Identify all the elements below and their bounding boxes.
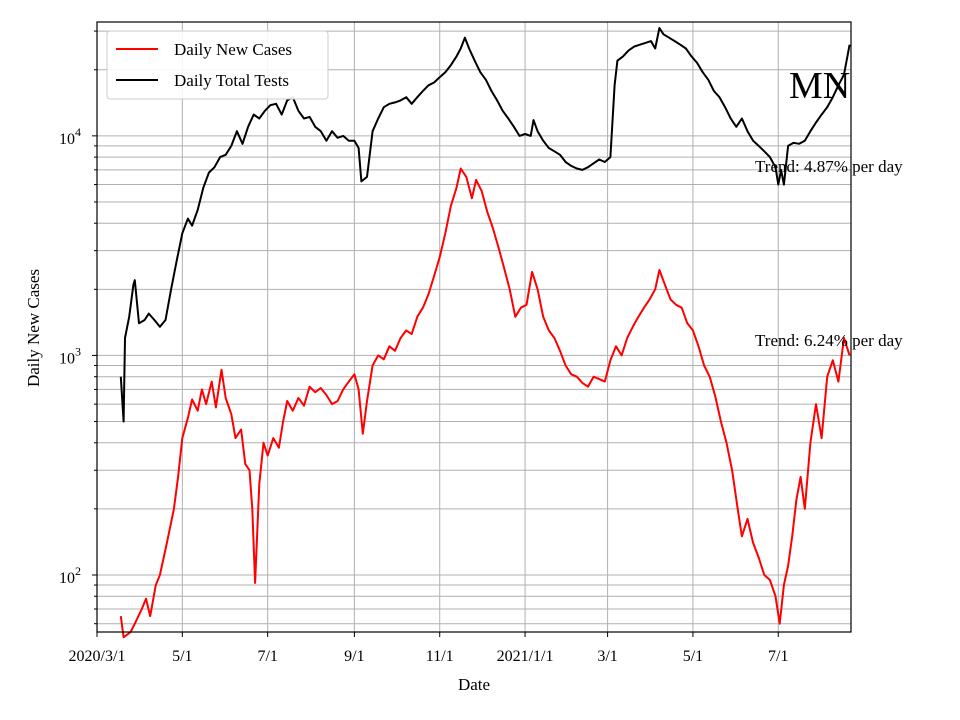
y-tick-label: 104 — [59, 125, 81, 148]
x-axis-label: Date — [458, 675, 490, 694]
series-layer — [119, 27, 851, 639]
x-tick-label: 7/1 — [768, 648, 788, 665]
y-tick-label: 102 — [59, 564, 81, 587]
legend-label-tests: Daily Total Tests — [174, 71, 289, 90]
grid-layer — [96, 22, 851, 632]
series-line-daily-total-tests — [119, 27, 851, 423]
tick-layer: 2020/3/1 5/1 7/1 9/1 11/1 2021/1/1 3/1 5/1 7/1 10… — [59, 30, 788, 665]
x-tick-label: 2020/3/1 — [69, 648, 126, 665]
x-tick-label: 5/1 — [172, 648, 192, 665]
y-axis-label: Daily New Cases — [24, 269, 43, 387]
x-tick-label: 11/1 — [426, 648, 454, 665]
x-tick-label: 9/1 — [344, 648, 364, 665]
series-line-daily-new-cases — [119, 167, 851, 639]
legend-label-cases: Daily New Cases — [174, 40, 292, 59]
x-tick-label: 2021/1/1 — [497, 648, 554, 665]
x-tick-label: 7/1 — [257, 648, 277, 665]
trend-annotation-cases: Trend: 6.24% per day — [755, 331, 903, 350]
trend-annotation-tests: Trend: 4.87% per day — [755, 157, 903, 176]
plot-frame — [96, 21, 852, 633]
x-tick-label: 3/1 — [597, 648, 617, 665]
state-label: MN — [789, 65, 850, 107]
y-tick-label: 103 — [59, 344, 81, 367]
x-tick-label: 5/1 — [683, 648, 703, 665]
legend-box — [106, 30, 329, 100]
legend: Daily New Cases Daily Total Tests — [106, 30, 329, 100]
